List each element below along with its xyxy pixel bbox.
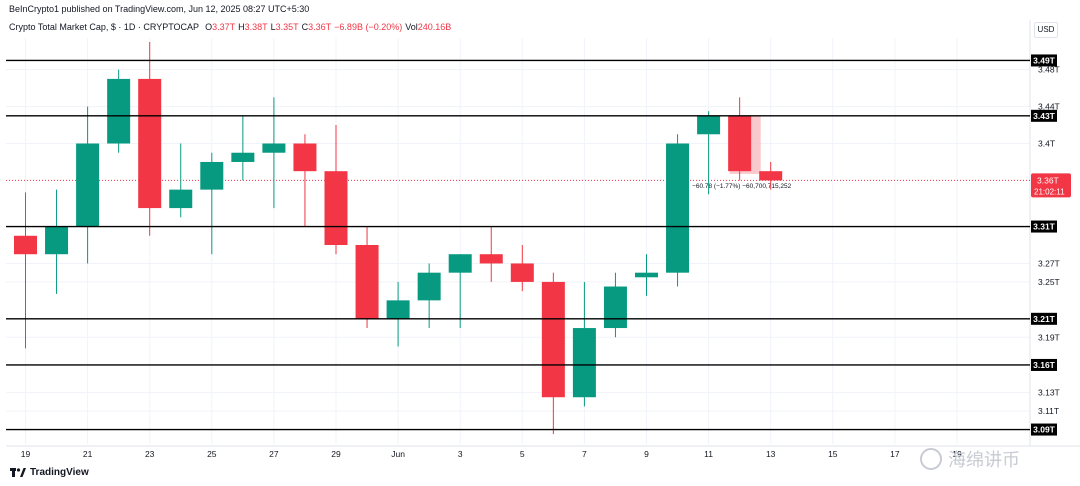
candle-body — [759, 171, 783, 181]
high-label: H — [238, 22, 245, 32]
y-tick-label: 3.11T — [1038, 406, 1059, 416]
candle-body — [510, 263, 534, 282]
level-price-tag — [1031, 220, 1057, 233]
candle-body — [603, 286, 627, 329]
y-tick-label: 3.19T — [1038, 332, 1060, 342]
close-label: C — [301, 22, 309, 32]
volume-label: Vol — [405, 22, 418, 32]
candle-body — [14, 235, 37, 255]
y-tick-label: 3.48T — [1038, 65, 1060, 75]
candle-body — [262, 143, 286, 153]
watermark-text: 海绵讲币 — [948, 450, 1020, 470]
volume-value: 240.16B — [417, 22, 452, 32]
candle-body — [200, 161, 224, 190]
tradingview-brand: TradingView — [30, 467, 89, 478]
high-value: 3.38T — [244, 22, 268, 32]
currency-button[interactable]: USD — [1034, 22, 1058, 38]
x-tick-label: 23 — [145, 449, 155, 459]
close-value: 3.36T — [308, 22, 332, 32]
x-tick-label: 9 — [644, 449, 649, 459]
current-price-label: 3.36T — [1037, 175, 1059, 185]
level-price-tag — [1031, 358, 1057, 371]
open-value: 3.37T — [212, 22, 236, 32]
candle-body — [728, 115, 752, 172]
y-tick-label: 3.44T — [1038, 102, 1060, 112]
level-price-label: 3.16T — [1033, 360, 1056, 370]
x-tick-label: 7 — [582, 449, 587, 459]
candle-body — [324, 171, 348, 245]
y-tick-label: 3.25T — [1038, 277, 1060, 287]
x-tick-label: 3 — [458, 449, 463, 459]
level-price-tag — [1031, 109, 1057, 122]
x-tick-label: 19 — [21, 449, 31, 459]
x-tick-label: 27 — [269, 449, 279, 459]
candle-body — [448, 254, 472, 273]
level-price-label: 3.09T — [1033, 425, 1056, 435]
candle-body — [572, 328, 596, 398]
level-price-tag — [1031, 312, 1057, 325]
candle-body — [231, 152, 255, 162]
symbol-label[interactable]: Crypto Total Market Cap, $ · 1D · CRYPTO… — [9, 22, 200, 32]
y-tick-label: 3.13T — [1038, 388, 1060, 398]
candle-body — [45, 226, 69, 255]
candle-body — [76, 143, 100, 227]
candle-body — [697, 115, 721, 135]
level-price-label: 3.31T — [1033, 222, 1056, 232]
x-tick-label: 15 — [828, 449, 838, 459]
candle-body — [107, 78, 131, 144]
level-price-label: 3.49T — [1033, 55, 1056, 65]
countdown-label: 21:02:11 — [1034, 187, 1065, 196]
candle-body — [355, 244, 379, 319]
x-tick-label: 21 — [83, 449, 93, 459]
x-tick-label: 11 — [704, 449, 713, 459]
level-price-tag — [1031, 423, 1057, 436]
tradingview-logo[interactable]: TradingView — [10, 467, 89, 478]
watermark: 海绵讲币 — [920, 446, 1020, 472]
measure-label: −60.78 (−1.77%) −60,700,715,252 — [692, 183, 792, 190]
x-tick-label: 17 — [890, 449, 900, 459]
open-label: O — [205, 22, 213, 32]
level-price-tag — [1031, 54, 1057, 67]
x-tick-label: 25 — [207, 449, 217, 459]
candle-body — [635, 272, 658, 278]
tradingview-logo-icon — [10, 468, 26, 477]
x-tick-label: 13 — [766, 449, 776, 459]
chart-legend: Crypto Total Market Cap, $ · 1D · CRYPTO… — [9, 22, 454, 32]
candle-body — [541, 281, 565, 398]
change-value: −6.89B (−0.20%) — [334, 22, 403, 32]
watermark-icon — [920, 448, 942, 470]
x-tick-label: 19 — [952, 449, 962, 459]
candle-body — [293, 143, 317, 172]
x-tick-label: 29 — [331, 449, 341, 459]
candle-body — [169, 189, 193, 209]
low-label: L — [270, 22, 276, 32]
low-value: 3.35T — [275, 22, 299, 32]
candle-body — [417, 272, 441, 301]
x-tick-label: Jun — [391, 449, 405, 459]
current-price-tag — [1031, 173, 1071, 198]
x-tick-label: 5 — [520, 449, 525, 459]
y-tick-label: 3.27T — [1038, 258, 1060, 268]
candle-body — [138, 78, 162, 209]
y-tick-label: 3.4T — [1038, 138, 1055, 148]
level-price-label: 3.21T — [1033, 314, 1056, 324]
candle-body — [666, 143, 690, 273]
candle-body — [479, 254, 503, 264]
candle-body — [386, 300, 410, 319]
level-price-label: 3.43T — [1033, 111, 1056, 121]
published-caption: BeInCrypto1 published on TradingView.com… — [9, 4, 310, 14]
